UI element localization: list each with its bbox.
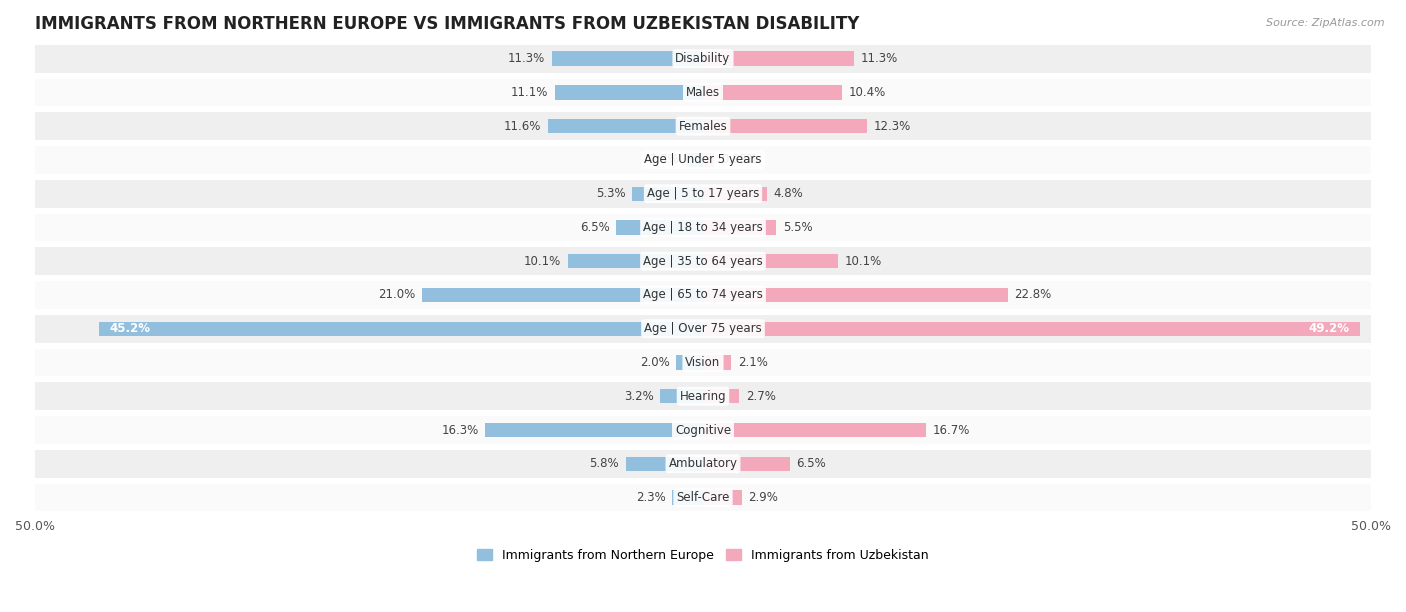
Text: 16.3%: 16.3% (441, 424, 478, 436)
Bar (555, 85, 703, 100)
Text: 5.3%: 5.3% (596, 187, 626, 200)
Text: Ambulatory: Ambulatory (668, 457, 738, 470)
Bar (626, 457, 703, 471)
Bar (703, 490, 742, 505)
Bar (548, 119, 703, 133)
Bar (35, 483, 1371, 512)
Text: 10.1%: 10.1% (524, 255, 561, 267)
Bar (703, 356, 731, 370)
Bar (100, 321, 703, 336)
Legend: Immigrants from Northern Europe, Immigrants from Uzbekistan: Immigrants from Northern Europe, Immigra… (472, 544, 934, 567)
Bar (568, 254, 703, 269)
Bar (35, 281, 1371, 309)
Text: Females: Females (679, 120, 727, 133)
Text: 16.7%: 16.7% (932, 424, 970, 436)
Text: Disability: Disability (675, 52, 731, 65)
Bar (703, 51, 853, 66)
Bar (703, 423, 927, 437)
Text: 3.2%: 3.2% (624, 390, 654, 403)
Bar (686, 153, 703, 167)
Text: 2.7%: 2.7% (745, 390, 776, 403)
Text: Age | 18 to 34 years: Age | 18 to 34 years (643, 221, 763, 234)
Text: 2.1%: 2.1% (738, 356, 768, 369)
Text: 1.3%: 1.3% (650, 154, 679, 166)
Text: 11.3%: 11.3% (508, 52, 546, 65)
Bar (703, 254, 838, 269)
Text: 12.3%: 12.3% (875, 120, 911, 133)
Text: Source: ZipAtlas.com: Source: ZipAtlas.com (1267, 18, 1385, 28)
Bar (703, 153, 714, 167)
Text: 11.6%: 11.6% (503, 120, 541, 133)
Bar (616, 220, 703, 234)
Bar (35, 247, 1371, 275)
Text: 2.0%: 2.0% (640, 356, 669, 369)
Text: 6.5%: 6.5% (797, 457, 827, 470)
Text: Age | 35 to 64 years: Age | 35 to 64 years (643, 255, 763, 267)
Bar (676, 356, 703, 370)
Text: 10.4%: 10.4% (849, 86, 886, 99)
Text: 2.9%: 2.9% (748, 491, 779, 504)
Text: 11.3%: 11.3% (860, 52, 898, 65)
Text: 22.8%: 22.8% (1014, 288, 1052, 302)
Text: 10.1%: 10.1% (845, 255, 882, 267)
Text: Hearing: Hearing (679, 390, 727, 403)
Text: Vision: Vision (685, 356, 721, 369)
Text: 45.2%: 45.2% (110, 323, 150, 335)
Text: 6.5%: 6.5% (579, 221, 609, 234)
Bar (672, 490, 703, 505)
Bar (35, 315, 1371, 343)
Bar (703, 389, 740, 403)
Bar (485, 423, 703, 437)
Bar (35, 146, 1371, 174)
Text: Age | 5 to 17 years: Age | 5 to 17 years (647, 187, 759, 200)
Bar (35, 113, 1371, 140)
Bar (35, 382, 1371, 410)
Text: 49.2%: 49.2% (1309, 323, 1350, 335)
Bar (703, 321, 1361, 336)
Bar (633, 187, 703, 201)
Text: 4.8%: 4.8% (773, 187, 804, 200)
Bar (35, 78, 1371, 106)
Bar (422, 288, 703, 302)
Text: 5.8%: 5.8% (589, 457, 619, 470)
Text: IMMIGRANTS FROM NORTHERN EUROPE VS IMMIGRANTS FROM UZBEKISTAN DISABILITY: IMMIGRANTS FROM NORTHERN EUROPE VS IMMIG… (35, 15, 859, 33)
Bar (553, 51, 703, 66)
Bar (35, 349, 1371, 376)
Bar (703, 220, 776, 234)
Text: 0.85%: 0.85% (721, 154, 758, 166)
Bar (35, 214, 1371, 241)
Text: 21.0%: 21.0% (378, 288, 416, 302)
Text: Age | Under 5 years: Age | Under 5 years (644, 154, 762, 166)
Bar (703, 457, 790, 471)
Bar (35, 45, 1371, 72)
Bar (703, 187, 768, 201)
Text: Males: Males (686, 86, 720, 99)
Bar (703, 288, 1008, 302)
Bar (703, 119, 868, 133)
Bar (35, 416, 1371, 444)
Bar (35, 180, 1371, 207)
Text: Cognitive: Cognitive (675, 424, 731, 436)
Text: 5.5%: 5.5% (783, 221, 813, 234)
Text: Self-Care: Self-Care (676, 491, 730, 504)
Text: 2.3%: 2.3% (636, 491, 665, 504)
Bar (35, 450, 1371, 477)
Text: 11.1%: 11.1% (510, 86, 548, 99)
Text: Age | 65 to 74 years: Age | 65 to 74 years (643, 288, 763, 302)
Bar (703, 85, 842, 100)
Text: Age | Over 75 years: Age | Over 75 years (644, 323, 762, 335)
Bar (661, 389, 703, 403)
